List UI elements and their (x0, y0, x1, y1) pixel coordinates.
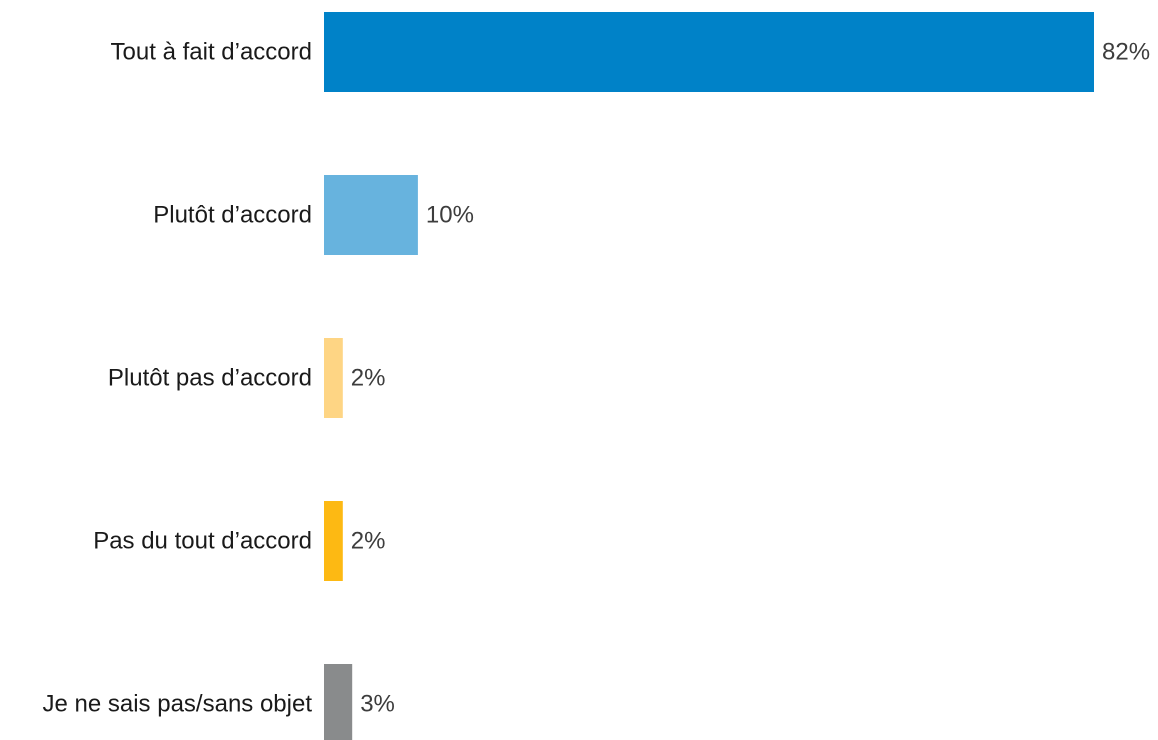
category-label: Plutôt d’accord (153, 202, 312, 229)
category-label: Tout à fait d’accord (111, 39, 312, 66)
category-labels-group: Tout à fait d’accord Plutôt d’accord Plutô… (43, 39, 313, 718)
category-label: Pas du tout d’accord (93, 528, 312, 555)
value-label: 2% (351, 528, 386, 555)
category-label: Plutôt pas d’accord (108, 365, 312, 392)
bar (324, 12, 1094, 92)
value-label: 2% (351, 365, 386, 392)
value-label: 3% (360, 691, 395, 718)
bar (324, 338, 343, 418)
value-label: 82% (1102, 39, 1150, 66)
category-label: Je ne sais pas/sans objet (43, 691, 313, 718)
value-label: 10% (426, 202, 474, 229)
value-labels-group: 82% 10% 2% 2% 3% (351, 39, 1150, 718)
bar (324, 175, 418, 255)
bars-group (324, 12, 1094, 740)
bar (324, 501, 343, 581)
bar (324, 664, 353, 740)
